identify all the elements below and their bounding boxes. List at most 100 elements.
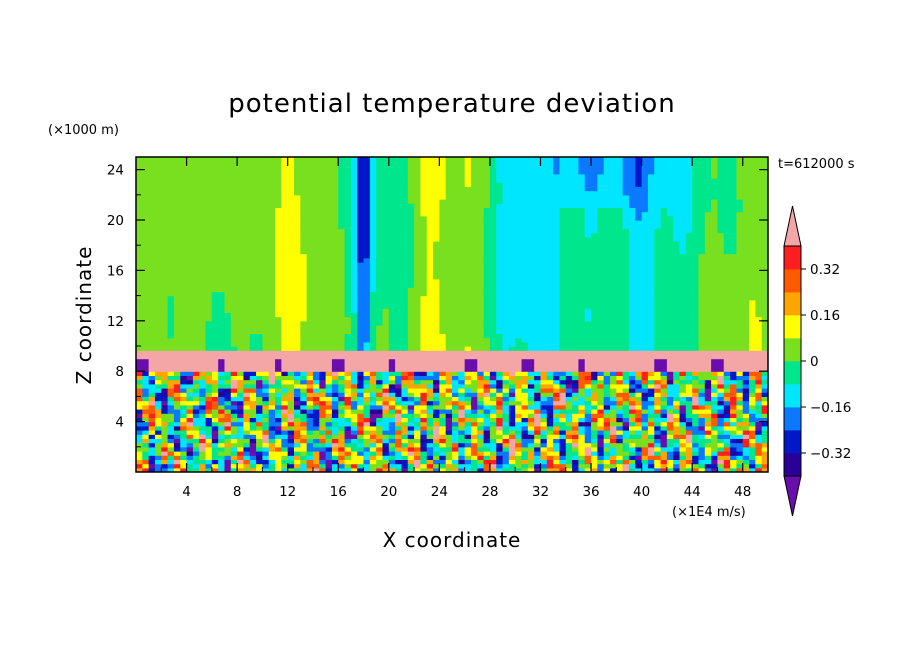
heatmap-cell (300, 383, 308, 389)
heatmap-cell (357, 295, 365, 301)
heatmap-cell (578, 333, 586, 339)
heatmap-cell (559, 467, 567, 472)
heatmap-cell (275, 354, 282, 360)
heatmap-cell (742, 392, 750, 397)
heatmap-cell (610, 278, 617, 284)
heatmap-cell (294, 291, 301, 297)
heatmap-cell (622, 379, 630, 385)
heatmap-cell (673, 354, 681, 360)
heatmap-cell (268, 283, 276, 288)
heatmap-cell (369, 358, 377, 364)
heatmap-cell (736, 442, 744, 448)
heatmap-cell (666, 291, 674, 297)
heatmap-cell (136, 421, 143, 427)
heatmap-cell (565, 274, 573, 280)
heatmap-cell (319, 413, 327, 418)
heatmap-cell (540, 459, 548, 465)
heatmap-cell (426, 266, 434, 271)
heatmap-cell (142, 337, 150, 343)
heatmap-cell (559, 291, 567, 297)
heatmap-cell (256, 350, 263, 355)
heatmap-cell (534, 287, 542, 292)
heatmap-cell (414, 451, 421, 456)
heatmap-cell (218, 383, 226, 389)
heatmap-cell (546, 304, 554, 309)
heatmap-cell (534, 438, 542, 444)
heatmap-cell (142, 266, 150, 271)
heatmap-cell (357, 316, 365, 322)
heatmap-cell (572, 274, 579, 280)
heatmap-cell (597, 434, 605, 439)
heatmap-cell (736, 404, 744, 410)
heatmap-cell (218, 438, 226, 444)
heatmap-cell (622, 425, 630, 431)
heatmap-cell (628, 434, 636, 439)
heatmap-cell (755, 325, 763, 330)
heatmap-cell (268, 346, 276, 351)
heatmap-cell (470, 325, 478, 330)
heatmap-cell (730, 438, 737, 444)
heatmap-cell (167, 304, 175, 309)
heatmap-cell (262, 392, 270, 397)
heatmap-cell (281, 329, 289, 334)
heatmap-cell (275, 388, 282, 393)
heatmap-cell (344, 430, 352, 435)
heatmap-cell (610, 383, 617, 389)
heatmap-cell (338, 325, 346, 330)
heatmap-cell (211, 451, 219, 456)
heatmap-cell (553, 375, 561, 381)
heatmap-cell (679, 291, 687, 297)
heatmap-cell (717, 287, 725, 292)
heatmap-cell (477, 413, 485, 418)
heatmap-cell (717, 304, 725, 309)
heatmap-cell (515, 304, 523, 309)
heatmap-cell (717, 270, 725, 276)
heatmap-cell (192, 329, 200, 334)
heatmap-cell (414, 308, 421, 313)
heatmap-cell (420, 417, 428, 423)
heatmap-cell (407, 396, 415, 402)
heatmap-cell (300, 434, 308, 439)
heatmap-cell (167, 329, 175, 334)
heatmap-cell (742, 350, 750, 355)
heatmap-cell (452, 438, 459, 444)
heatmap-cell (294, 270, 301, 276)
heatmap-cell (224, 417, 232, 423)
heatmap-cell (230, 417, 238, 423)
heatmap-cell (597, 358, 605, 364)
heatmap-cell (154, 455, 162, 460)
heatmap-cell (534, 434, 542, 439)
heatmap-cell (249, 417, 257, 423)
heatmap-cell (199, 388, 207, 393)
heatmap-cell (692, 299, 700, 305)
heatmap-cell (572, 362, 579, 368)
heatmap-cell (711, 316, 719, 322)
heatmap-cell (331, 320, 339, 326)
heatmap-cell (534, 396, 542, 402)
heatmap-cell (666, 379, 674, 385)
heatmap-cell (647, 442, 655, 448)
heatmap-cell (161, 446, 169, 452)
heatmap-cell (167, 455, 175, 460)
heatmap-cell (401, 383, 409, 389)
heatmap-cell (344, 278, 352, 284)
heatmap-cell (591, 417, 598, 423)
heatmap-cell (654, 467, 662, 472)
heatmap-cell (256, 287, 263, 292)
heatmap-cell (186, 392, 194, 397)
heatmap-cell (433, 430, 440, 435)
heatmap-cell (300, 329, 308, 334)
heatmap-cell (439, 421, 447, 427)
heatmap-cell (312, 291, 320, 297)
heatmap-cell (382, 417, 390, 423)
heatmap-cell (572, 291, 579, 297)
heatmap-cell (717, 295, 725, 301)
heatmap-cell (445, 425, 453, 431)
heatmap-cell (736, 425, 744, 431)
heatmap-cell (211, 413, 219, 418)
heatmap-cell (224, 459, 232, 465)
heatmap-cell (603, 434, 611, 439)
heatmap-cell (654, 295, 662, 301)
heatmap-cell (433, 451, 440, 456)
heatmap-cell (205, 467, 213, 472)
